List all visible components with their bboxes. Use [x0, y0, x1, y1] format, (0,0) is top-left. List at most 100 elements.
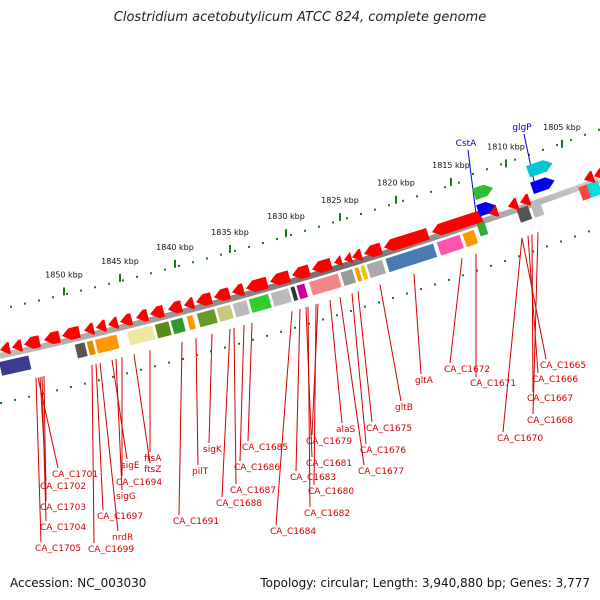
- feature-block: [360, 265, 369, 280]
- leader-line: [379, 284, 402, 402]
- ruler-dot: [374, 208, 376, 211]
- ruler-dot: [136, 275, 138, 278]
- ruler-dot: [486, 168, 488, 171]
- gene-label-ca-c1677: CA_C1677: [358, 467, 404, 477]
- ruler-dot: [108, 282, 110, 285]
- ruler-dot: [476, 269, 478, 272]
- gene-label-pilt: pilT: [192, 467, 209, 477]
- ruler-dot: [360, 212, 362, 215]
- ruler-dot: [262, 241, 264, 244]
- ruler-dot: [462, 274, 464, 277]
- feature-block: [248, 294, 272, 313]
- leader-line: [95, 363, 104, 511]
- leader-line: [35, 377, 42, 543]
- leader-line: [357, 291, 373, 423]
- ruler-dot: [196, 354, 198, 357]
- gene-arrow: [43, 330, 61, 345]
- ruler-dot: [126, 372, 128, 375]
- leader-line: [449, 258, 463, 364]
- ruler-dot: [392, 296, 394, 299]
- gene-arrow: [120, 313, 134, 326]
- ruler-dot: [518, 255, 520, 258]
- ruler-dot: [322, 318, 324, 321]
- kbp-label: 1840 kbp: [156, 243, 194, 252]
- leader-line: [221, 328, 231, 498]
- ruler-dot: [182, 357, 184, 360]
- feature-block: [86, 340, 96, 356]
- ruler-dot: [588, 230, 590, 233]
- gene-arrow: [232, 283, 246, 297]
- ruler-dot: [206, 257, 208, 260]
- gene-labels: CstA glgP CA_C1665 CA_C1666 CA_C1667 CA_C1668…: [35, 123, 586, 555]
- kbp-label: 1835 kbp: [211, 228, 249, 237]
- ruler-dot: [84, 382, 86, 385]
- leader-line: [467, 149, 478, 223]
- leader-line: [339, 297, 365, 466]
- accession-label: Accession: NC_003030: [10, 576, 147, 590]
- ruler-dot: [290, 233, 292, 236]
- ruler-dot: [434, 283, 436, 286]
- ruler-dot: [42, 392, 44, 395]
- leader-line: [233, 327, 237, 485]
- ruler-dot: [304, 229, 306, 232]
- gene-label-ca-c1685: CA_C1685: [242, 443, 288, 453]
- kbp-label: 1815 kbp: [432, 161, 470, 170]
- gene-label-glta: gltA: [415, 376, 434, 386]
- ruler-dot: [458, 181, 460, 184]
- gene-arrow: [0, 341, 12, 355]
- ruler-dot: [10, 305, 12, 308]
- gene-arrow: [61, 325, 81, 340]
- kbp-label: 1810 kbp: [487, 142, 525, 151]
- gene-label-sigk: sigK: [203, 445, 223, 455]
- gene-label-ca-c1687: CA_C1687: [230, 486, 276, 496]
- ruler-dot: [570, 138, 572, 141]
- ruler-dot: [546, 245, 548, 248]
- feature-block: [385, 243, 438, 273]
- gene-arrow: [476, 202, 496, 217]
- ruler-dot: [24, 302, 26, 305]
- feature-block: [516, 205, 533, 223]
- ruler-dot: [294, 326, 296, 329]
- ruler-dot: [318, 225, 320, 228]
- ruler-dot: [28, 395, 30, 398]
- ruler-dot: [266, 334, 268, 337]
- gene-arrow: [508, 197, 520, 210]
- leader-line: [91, 364, 95, 544]
- ruler-dot: [98, 379, 100, 382]
- ruler-dot: [94, 286, 96, 289]
- feature-block: [476, 220, 489, 237]
- ruler-dot: [560, 240, 562, 243]
- ruler-dot: [500, 163, 502, 166]
- genome-backbone: [0, 177, 600, 359]
- ruler-dot: [70, 386, 72, 389]
- gene-label-ca-c1666: CA_C1666: [532, 375, 578, 385]
- gene-label-ca-c1683: CA_C1683: [290, 473, 336, 483]
- gene-arrow: [384, 227, 430, 251]
- gene-label-ca-c1686: CA_C1686: [234, 463, 280, 473]
- leader-line: [329, 300, 343, 424]
- ruler-dot: [168, 361, 170, 364]
- gene-label-ca-c1675: CA_C1675: [366, 424, 412, 434]
- gene-arrow: [269, 270, 291, 286]
- gene-arrow: [333, 254, 344, 267]
- ruler-dot: [416, 195, 418, 198]
- feature-block: [436, 234, 464, 256]
- feature-blocks: [0, 180, 600, 376]
- gene-label-ca-c1667: CA_C1667: [527, 394, 573, 404]
- gene-label-ca-c1682: CA_C1682: [304, 509, 350, 519]
- feature-block: [308, 273, 342, 296]
- ruler-dot: [154, 365, 156, 368]
- gene-label-ca-c1697: CA_C1697: [97, 512, 143, 522]
- ruler-dot: [598, 128, 600, 131]
- gene-arrow: [530, 177, 555, 195]
- feature-block: [270, 288, 292, 307]
- feature-block: [232, 300, 250, 318]
- gene-arrow: [150, 304, 166, 319]
- gene-arrow: [84, 322, 96, 335]
- leader-line: [351, 293, 367, 445]
- leader-line: [531, 234, 534, 393]
- gene-label-ca-c1676: CA_C1676: [360, 446, 406, 456]
- gene-arrow: [488, 204, 500, 217]
- kbp-label: 1825 kbp: [321, 196, 359, 205]
